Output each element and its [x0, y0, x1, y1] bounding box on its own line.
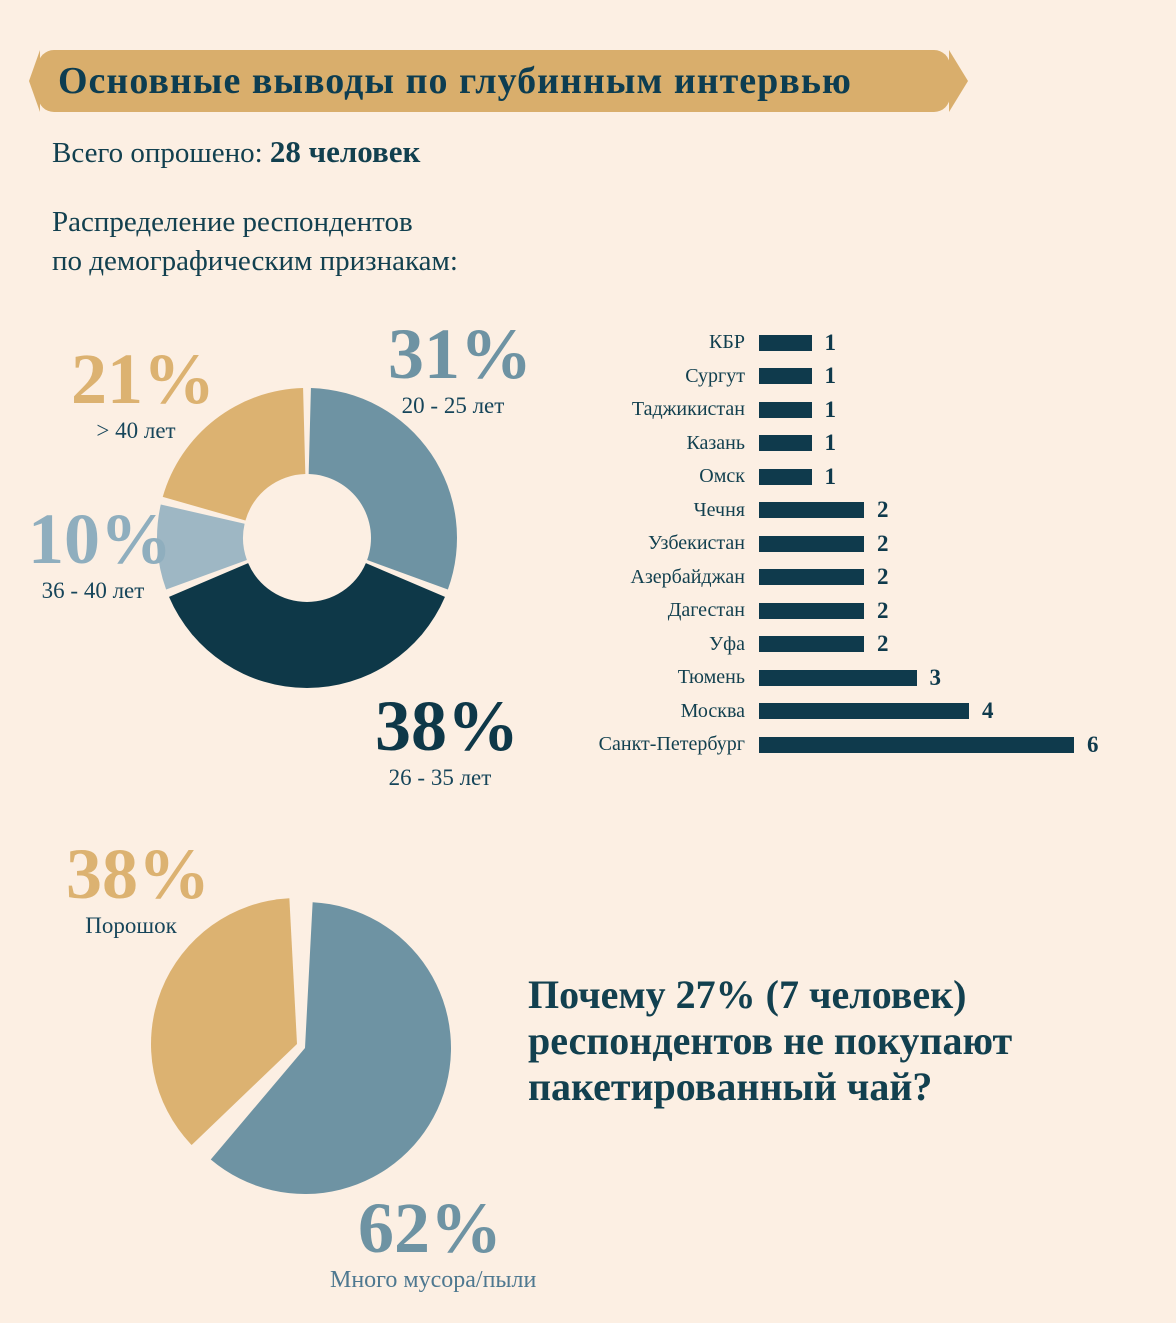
bar-value: 1	[824, 396, 837, 422]
bar-value: 2	[877, 497, 889, 523]
surveyed-line: Всего опрошено: 28 человек	[52, 134, 420, 170]
bar-row: Уфа 2	[575, 628, 1155, 662]
bar-label: Москва	[680, 699, 745, 722]
bar-row: Сургут 1	[575, 360, 1155, 394]
reason-callout-dust: 62% Много мусора/пыли	[330, 1188, 537, 1294]
age-callout-20-25: 31% 20 - 25 лет	[388, 314, 532, 419]
bar-label: Санкт-Петербург	[598, 733, 745, 756]
question-line-3: пакетированный чай?	[528, 1064, 933, 1109]
age-pct-26-35: 38%	[375, 686, 519, 766]
reason-callout-powder: 38% Порошок	[66, 834, 210, 939]
surveyed-label: Всего опрошено:	[52, 137, 263, 169]
age-donut-chart	[157, 388, 457, 688]
reason-label-dust: Много мусора/пыли	[330, 1267, 537, 1293]
question-line-1: Почему 27% (7 человек)	[528, 972, 967, 1017]
question-line-2: респондентов не покупают	[528, 1018, 1013, 1063]
age-label-26-35: 26 - 35 лет	[388, 765, 492, 790]
bar-row: Санкт-Петербург 6	[575, 728, 1155, 762]
age-label-40plus: > 40 лет	[96, 418, 176, 443]
bar-row: Чечня 2	[575, 494, 1155, 528]
pie-slice-1	[151, 898, 297, 1146]
bar-row: КБР 1	[575, 326, 1155, 360]
bar-row: Узбекистан 2	[575, 527, 1155, 561]
bar-label: Таджикистан	[631, 398, 745, 421]
bar	[759, 602, 864, 619]
page-title: Основные выводы по глубинным интервью	[58, 60, 852, 102]
reason-pct-powder: 38%	[66, 834, 210, 914]
bar	[759, 636, 864, 653]
bar-value: 6	[1087, 731, 1099, 757]
bar	[759, 401, 812, 418]
age-label-20-25: 20 - 25 лет	[401, 393, 505, 418]
age-pct-40plus: 21%	[71, 339, 215, 419]
bar-row: Омск 1	[575, 460, 1155, 494]
bar	[759, 435, 812, 452]
header-banner: Основные выводы по глубинным интервью	[29, 50, 968, 112]
age-callout-40plus: 21% > 40 лет	[71, 339, 215, 444]
bar	[759, 334, 812, 351]
question-text: Почему 27% (7 человек) респондентов не п…	[528, 972, 1012, 1110]
bar-label: Уфа	[709, 632, 745, 655]
surveyed-count: 28 человек	[269, 134, 421, 169]
age-callout-36-40: 10% 36 - 40 лет	[28, 499, 172, 604]
bar	[759, 669, 917, 686]
pie-slice-0	[308, 388, 457, 590]
bar-label: КБР	[709, 331, 745, 354]
bar-value: 1	[824, 463, 837, 489]
geo-bar-chart: КБР 1 Сургут 1 Таджикистан 1 Казань 1 Омск 1 Чечня…	[575, 326, 1155, 762]
bar-value: 1	[824, 329, 837, 355]
age-pct-36-40: 10%	[28, 499, 172, 579]
bar-label: Казань	[686, 431, 745, 454]
reason-label-powder: Порошок	[85, 913, 177, 938]
reason-pct-dust: 62%	[358, 1188, 502, 1268]
bar-label: Азербайджан	[630, 565, 745, 588]
bar-value: 2	[877, 597, 889, 623]
bar	[759, 703, 969, 720]
age-label-36-40: 36 - 40 лет	[41, 578, 145, 603]
bar-row: Казань 1	[575, 427, 1155, 461]
bar	[759, 569, 864, 586]
bar-value: 1	[824, 363, 837, 389]
bar-label: Дагестан	[667, 599, 745, 622]
bar	[759, 502, 864, 519]
bar-label: Чечня	[693, 498, 745, 521]
age-pct-20-25: 31%	[388, 314, 532, 394]
pie-slice-2	[157, 504, 247, 590]
bar	[759, 468, 812, 485]
pie-slice-1	[169, 563, 445, 688]
bar-label: Тюмень	[677, 666, 745, 689]
bar-row: Таджикистан 1	[575, 393, 1155, 427]
bar	[759, 535, 864, 552]
age-callout-26-35: 38% 26 - 35 лет	[375, 686, 519, 791]
bar-value: 1	[824, 430, 837, 456]
bar-value: 2	[877, 530, 889, 556]
bar-row: Азербайджан 2	[575, 561, 1155, 595]
bar-value: 4	[982, 698, 994, 724]
bar-label: Сургут	[685, 364, 745, 387]
bar-row: Дагестан 2	[575, 594, 1155, 628]
bar-row: Тюмень 3	[575, 661, 1155, 695]
pie-slice-0	[210, 902, 452, 1194]
pie-slice-3	[162, 388, 306, 521]
bar-value: 2	[877, 631, 889, 657]
bar-value: 3	[929, 664, 942, 690]
bar	[759, 736, 1074, 753]
bar-label: Омск	[699, 465, 745, 488]
reasons-pie-chart	[151, 898, 452, 1194]
bar-value: 2	[877, 564, 889, 590]
bar-label: Узбекистан	[648, 532, 745, 555]
bar-row: Москва 4	[575, 695, 1155, 729]
distribution-heading: Распределение респондентов по демографич…	[52, 206, 458, 277]
bar	[759, 368, 812, 385]
